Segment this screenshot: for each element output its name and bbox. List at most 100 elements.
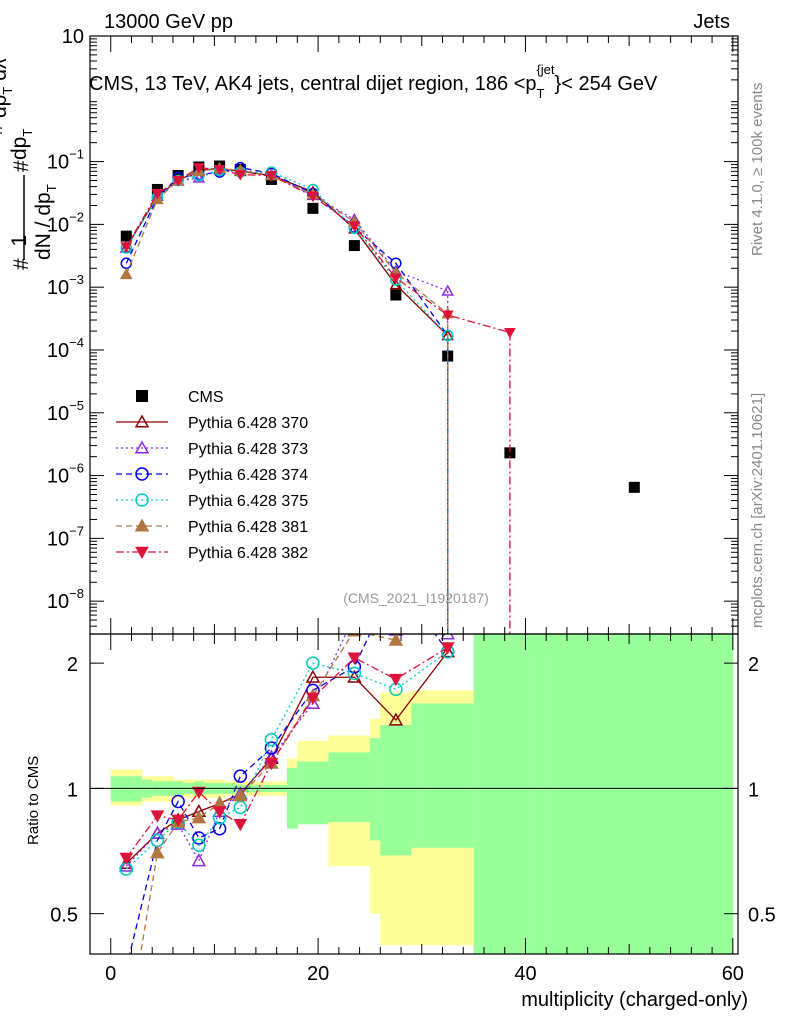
- ratio-point-p373: [348, 610, 360, 621]
- svg-text:# 1: # 1: [8, 235, 33, 270]
- main-ytick-label: 10−6: [47, 461, 84, 488]
- ratio-point-p370: [440, 644, 455, 658]
- legend-marker-p375: [135, 493, 149, 507]
- ratio-ytick-label: 0.5: [50, 905, 78, 927]
- ratio-point-p374: [120, 962, 132, 974]
- ratio-point-p373: [191, 853, 207, 867]
- ratio-point-p375: [192, 838, 206, 853]
- ratio-point-p381: [233, 788, 248, 802]
- ratio-band-inner: [421, 703, 475, 848]
- ratio-band-inner: [297, 761, 329, 825]
- ratio-ylabel: Ratio to CMS: [25, 756, 42, 845]
- ratio-band-inner: [535, 634, 547, 954]
- ratio-point-p382: [212, 806, 227, 819]
- main-series-layer: [120, 160, 640, 634]
- ratio-band-inner: [369, 738, 381, 841]
- legend-marker-p382: [135, 546, 149, 560]
- ratio-ytick-label-right: 0.5: [748, 905, 776, 927]
- ratio-band-inner: [328, 752, 371, 823]
- ratio-series-layer: [90, 572, 738, 974]
- ratio-point-p374: [171, 794, 185, 809]
- ratio-point-p375: [306, 656, 320, 670]
- ratio-point-p382: [119, 852, 134, 866]
- main-point-p382: [441, 310, 454, 322]
- main-ytick-label: 10: [62, 26, 84, 48]
- ratio-point-p382: [306, 692, 320, 705]
- header-right: Jets: [693, 11, 730, 33]
- main-point-cms: [628, 481, 640, 493]
- main-point-p382: [213, 164, 226, 176]
- ratio-point-p381: [191, 810, 207, 824]
- main-point-p382: [348, 221, 361, 232]
- header-left: 13000 GeV pp: [104, 11, 233, 33]
- main-ytick-label: 10−1: [47, 147, 84, 174]
- ratio-point-p382: [347, 652, 362, 665]
- ratio-line-p374: [129, 634, 449, 954]
- main-ytick-label: 10−8: [47, 586, 84, 613]
- legend-label-p374: Pythia 6.428 374: [188, 467, 308, 484]
- ratio-frame: [89, 633, 739, 955]
- plot-title: CMS, 13 TeV, AK4 jets, central dijet reg…: [89, 62, 658, 101]
- main-point-p375: [441, 329, 454, 342]
- legend: CMS Pythia 6.428 370 Pythia 6.428 373 Pythi…: [116, 389, 308, 562]
- ratio-point-p373: [440, 634, 455, 640]
- x-tick-label: 60: [722, 963, 744, 985]
- ratio-ytick-label: 2: [67, 654, 78, 676]
- ratio-point-p382: [192, 786, 206, 800]
- ratio-point-p373: [150, 825, 165, 839]
- main-point-p382: [265, 171, 278, 182]
- ratio-line-p375: [125, 651, 449, 870]
- ratio-uncertainty-bands: [110, 634, 734, 954]
- svg-text:#: #: [10, 160, 33, 172]
- main-point-p382: [120, 242, 133, 253]
- main-point-p374: [120, 257, 133, 270]
- ratio-band-inner: [473, 634, 485, 954]
- ratio-point-p375: [233, 800, 248, 815]
- ratio-point-p374: [192, 831, 206, 845]
- main-ytick-label: 10−5: [47, 398, 84, 425]
- legend-marker-p381: [134, 518, 150, 532]
- main-point-p382: [172, 175, 184, 187]
- legend-marker-p373: [134, 440, 150, 454]
- ratio-ytick-label-right: 1: [748, 779, 759, 801]
- legend-label-p381: Pythia 6.428 381: [188, 519, 308, 536]
- rivet-version: Rivet 4.1.0, ≥ 100k events: [749, 83, 766, 256]
- ratio-point-p375: [347, 666, 362, 681]
- legend-label-p382: Pythia 6.428 382: [188, 545, 308, 562]
- legend-label-cms: CMS: [188, 389, 224, 406]
- ratio-band-inner: [483, 634, 537, 954]
- ratio-band-inner: [546, 634, 734, 954]
- main-point-p381: [120, 267, 133, 280]
- main-point-p382: [234, 170, 247, 181]
- mcplots-credit: mcplots.cern.ch [arXiv:2401.10621]: [749, 393, 766, 628]
- main-line-p382: [125, 167, 511, 334]
- svg-text:dpT: dpT: [8, 129, 35, 160]
- main-ytick-label: 10−3: [47, 272, 84, 299]
- main-point-p382: [307, 191, 319, 203]
- analysis-watermark: (CMS_2021_I1920187): [343, 590, 489, 606]
- ratio-point-p373: [119, 858, 134, 872]
- main-ytick-label: 10−4: [47, 335, 84, 362]
- ratio-point-p374: [212, 821, 227, 836]
- ratio-point-p374: [390, 572, 402, 584]
- ratio-point-p370: [305, 669, 321, 683]
- legend-label-p375: Pythia 6.428 375: [188, 493, 308, 510]
- main-line-p370: [125, 167, 449, 336]
- main-point-cms: [120, 230, 132, 242]
- main-ytick-label: 10−7: [47, 523, 84, 550]
- main-line-p375: [125, 169, 449, 336]
- x-tick-label: 20: [307, 963, 329, 985]
- legend-marker-cms: [136, 390, 148, 402]
- ratio-band-inner: [286, 767, 298, 829]
- ratio-point-p382: [389, 673, 403, 687]
- main-line-p374: [125, 167, 449, 336]
- ratio-point-p382: [150, 810, 165, 823]
- ratio-ytick-label-right: 2: [748, 654, 759, 676]
- main-point-cms: [348, 240, 360, 252]
- ratio-point-p382: [440, 642, 455, 655]
- svg-text:dpTdλ: dpTdλ: [0, 58, 15, 118]
- main-point-cms: [307, 202, 319, 214]
